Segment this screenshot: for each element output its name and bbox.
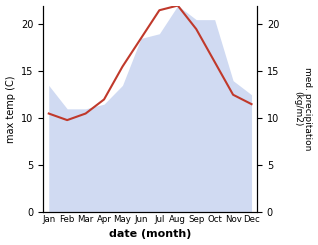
X-axis label: date (month): date (month)	[109, 230, 191, 239]
Y-axis label: max temp (C): max temp (C)	[5, 75, 16, 143]
Y-axis label: med. precipitation
(kg/m2): med. precipitation (kg/m2)	[293, 67, 313, 150]
